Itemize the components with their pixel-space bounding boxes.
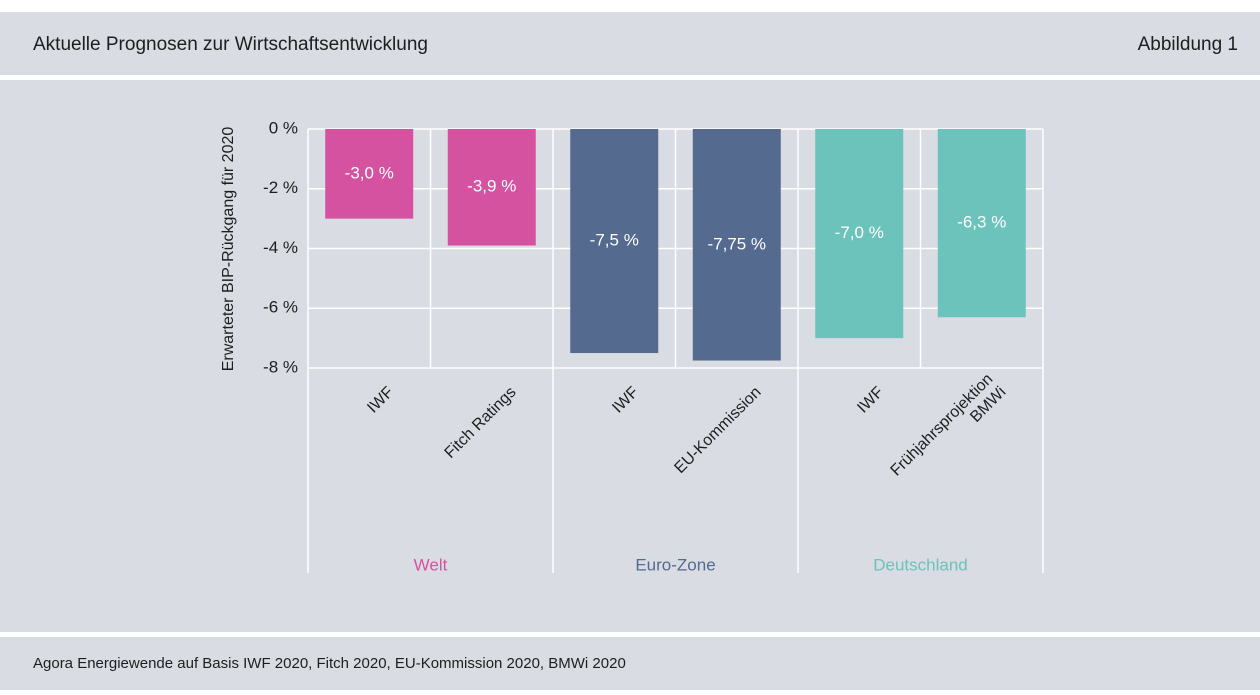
bar	[815, 129, 904, 339]
group-label: Euro-Zone	[635, 555, 715, 574]
value-label: -7,0 %	[835, 223, 884, 242]
header-band	[0, 12, 1260, 75]
source: Agora Energiewende auf Basis IWF 2020, F…	[33, 655, 626, 672]
group-label: Deutschland	[873, 555, 968, 574]
value-label: -6,3 %	[957, 213, 1006, 232]
bar	[325, 129, 414, 219]
value-label: -3,0 %	[345, 163, 394, 182]
y-tick-label: -8 %	[263, 357, 298, 376]
y-tick-label: -4 %	[263, 238, 298, 257]
value-label: -3,9 %	[467, 177, 516, 196]
value-label: -7,75 %	[707, 234, 766, 253]
bar	[692, 129, 781, 361]
bar	[937, 129, 1026, 318]
value-label: -7,5 %	[590, 231, 639, 250]
y-tick-label: 0 %	[269, 118, 298, 137]
bar	[447, 129, 536, 246]
y-axis-label: Erwarteter BIP-Rückgang für 2020	[220, 127, 237, 372]
y-tick-label: -6 %	[263, 298, 298, 317]
title: Aktuelle Prognosen zur Wirtschaftsentwic…	[33, 34, 428, 55]
figure-number: Abbildung 1	[1138, 34, 1238, 55]
group-label: Welt	[414, 555, 448, 574]
y-tick-label: -2 %	[263, 178, 298, 197]
bar	[570, 129, 659, 354]
footer-band	[0, 637, 1260, 690]
